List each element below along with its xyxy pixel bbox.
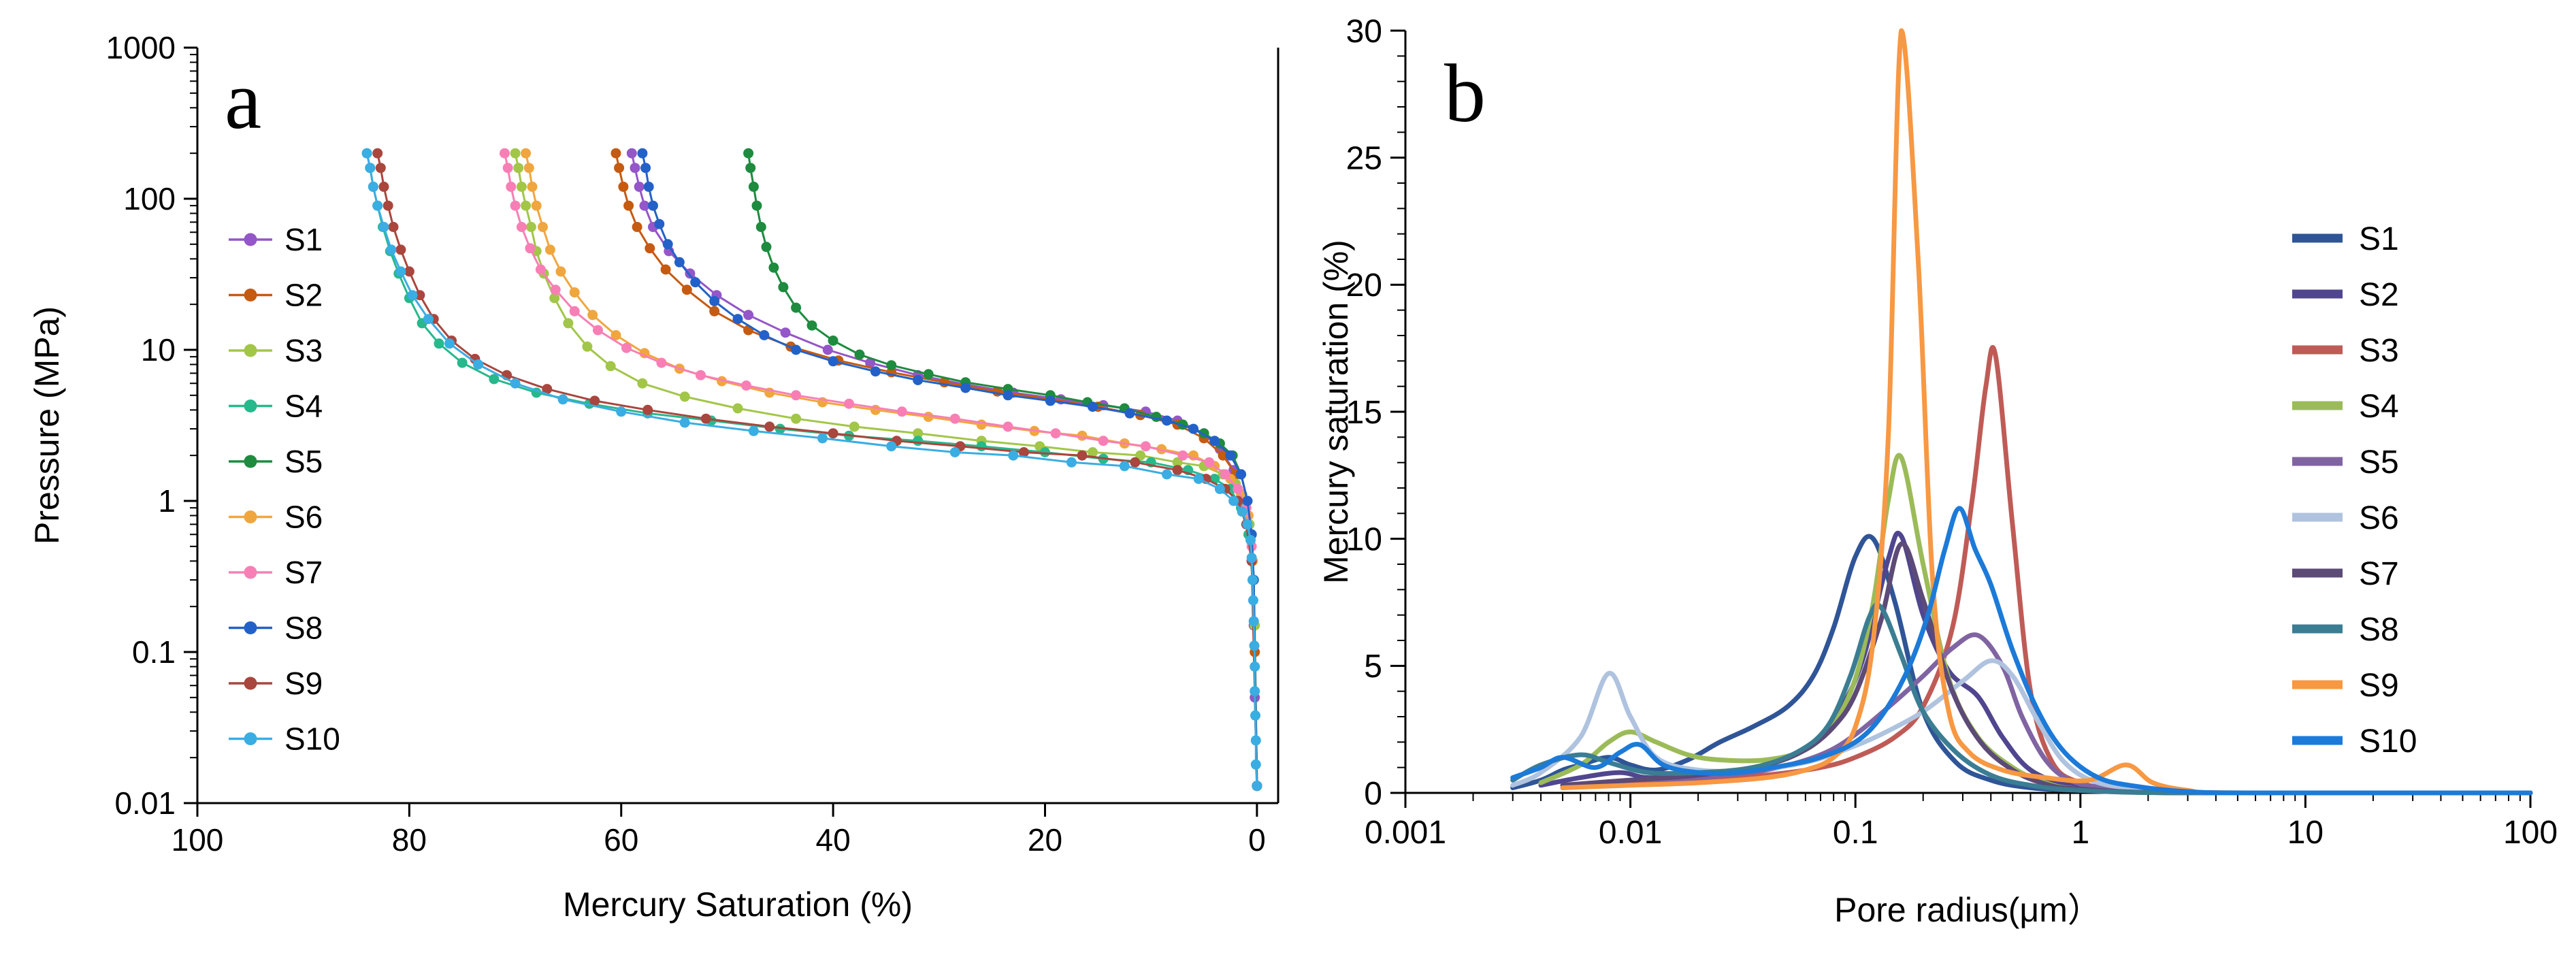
svg-text:30: 30	[1346, 14, 1382, 50]
panel-a-xlabel: Mercury Saturation (%)	[563, 885, 913, 924]
svg-text:S7: S7	[284, 555, 323, 590]
svg-text:S1: S1	[2359, 221, 2399, 257]
svg-text:S6: S6	[284, 500, 323, 535]
svg-text:10: 10	[141, 332, 176, 368]
panel-a-chart: 100 80 60 40 20 0 1000 100 10 1 0.1 0.01 a Mercury Sa…	[28, 30, 1279, 924]
svg-text:S8: S8	[284, 610, 323, 646]
svg-text:S3: S3	[284, 333, 323, 368]
svg-text:80: 80	[392, 822, 427, 858]
svg-text:20: 20	[1028, 822, 1062, 858]
svg-text:0.01: 0.01	[1599, 815, 1662, 851]
panel-b-chart: 0.001 0.01 0.1 1 10 100 0 5 10 15 20 25 30 b Pore radi…	[1317, 14, 2558, 929]
svg-text:0.1: 0.1	[1833, 815, 1878, 851]
svg-text:40: 40	[816, 822, 851, 858]
svg-text:S3: S3	[2359, 333, 2399, 369]
svg-text:10: 10	[2287, 815, 2324, 851]
panel-b-legend: S1 S2 S3 S4 S5 S6 S7 S8 S9 S10	[2292, 221, 2417, 760]
svg-text:S2: S2	[284, 278, 323, 313]
svg-text:S7: S7	[2359, 556, 2399, 592]
svg-text:S4: S4	[2359, 389, 2399, 425]
panel-a-ylabel: Pressure (MPa)	[28, 306, 66, 544]
svg-text:S9: S9	[284, 666, 323, 701]
svg-text:S6: S6	[2359, 500, 2399, 536]
panel-a-label: a	[225, 54, 261, 146]
svg-text:5: 5	[1364, 649, 1382, 685]
svg-text:1: 1	[2071, 815, 2089, 851]
svg-text:0.001: 0.001	[1365, 815, 1446, 851]
panel-b-xlabel: Pore radius(μm）	[1834, 891, 2102, 929]
svg-text:15: 15	[1346, 395, 1382, 431]
svg-text:10: 10	[1346, 521, 1382, 557]
svg-text:100: 100	[123, 181, 176, 216]
panel-b-label: b	[1444, 48, 1486, 140]
svg-text:S9: S9	[2359, 668, 2399, 704]
svg-text:S4: S4	[284, 389, 323, 424]
svg-text:0: 0	[1364, 776, 1382, 812]
svg-text:20: 20	[1346, 267, 1382, 304]
svg-text:S1: S1	[284, 222, 323, 257]
svg-text:100: 100	[172, 822, 224, 858]
svg-text:0.1: 0.1	[132, 634, 176, 670]
panel-a-legend: S1 S2 S3 S4 S5 S6 S7 S8 S9 S10	[229, 222, 340, 757]
svg-text:S8: S8	[2359, 612, 2399, 648]
svg-text:S2: S2	[2359, 277, 2399, 313]
svg-text:0.01: 0.01	[114, 785, 176, 821]
svg-text:100: 100	[2503, 815, 2558, 851]
svg-text:1: 1	[158, 483, 176, 519]
svg-text:1000: 1000	[106, 30, 176, 65]
svg-text:0: 0	[1248, 822, 1266, 858]
svg-text:S5: S5	[2359, 444, 2399, 481]
svg-text:S10: S10	[284, 721, 340, 757]
svg-text:60: 60	[604, 822, 638, 858]
svg-text:S10: S10	[2359, 723, 2417, 760]
panel-b-ylabel: Mercury saturation (%)	[1317, 240, 1355, 584]
svg-text:25: 25	[1346, 140, 1382, 176]
svg-text:S5: S5	[284, 444, 323, 479]
